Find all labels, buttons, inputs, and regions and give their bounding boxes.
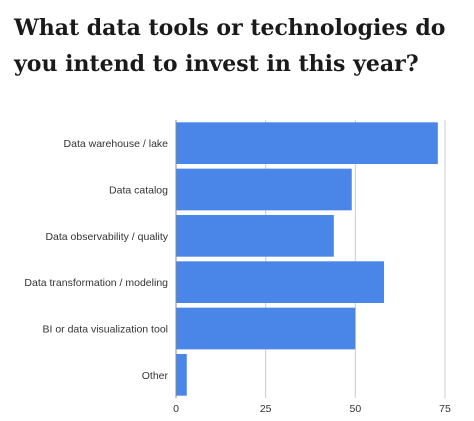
bar xyxy=(176,307,356,350)
chart-title: What data tools or technologies do you i… xyxy=(14,15,446,77)
x-tick-label: 0 xyxy=(173,403,179,415)
bar xyxy=(176,261,385,304)
category-label: Data transformation / modeling xyxy=(24,277,168,289)
bar xyxy=(176,214,334,257)
bar xyxy=(176,122,438,165)
x-tick-label: 25 xyxy=(260,403,272,415)
x-tick-label: 50 xyxy=(349,403,361,415)
bar xyxy=(176,353,187,396)
category-label: Other xyxy=(142,370,169,382)
category-label: Data warehouse / lake xyxy=(64,138,169,150)
x-tick-label: 75 xyxy=(439,403,451,415)
category-label: Data catalog xyxy=(109,185,168,197)
category-label: Data observability / quality xyxy=(45,231,168,243)
bar xyxy=(176,168,352,211)
category-label: BI or data visualization tool xyxy=(43,324,169,336)
